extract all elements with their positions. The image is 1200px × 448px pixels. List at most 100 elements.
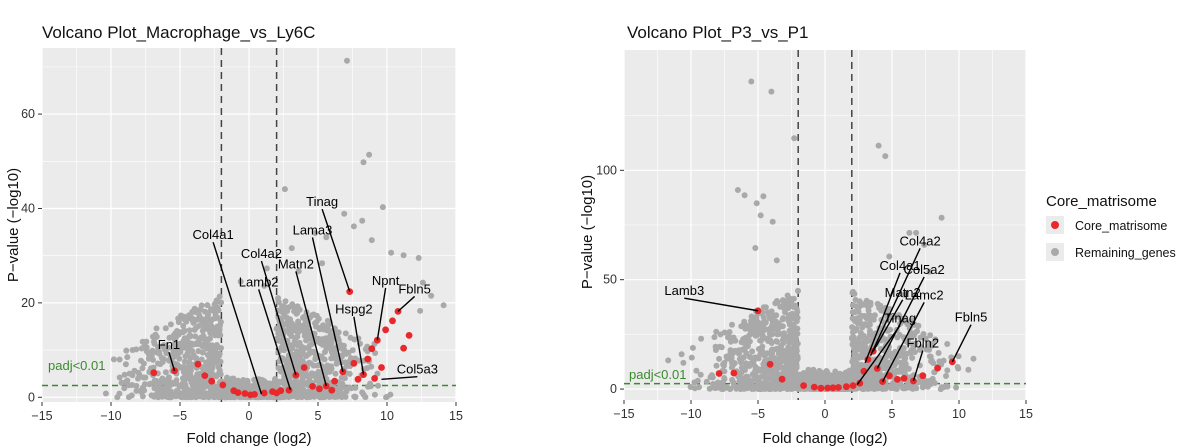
remaining-point (142, 339, 148, 346)
core-point (824, 384, 832, 392)
remaining-point (371, 391, 378, 398)
core-point (843, 383, 850, 391)
remaining-point (313, 377, 320, 384)
remaining-point (342, 330, 349, 337)
remaining-point (293, 393, 300, 400)
remaining-point (768, 340, 775, 346)
remaining-point (943, 373, 949, 379)
remaining-point (327, 344, 334, 351)
remaining-point (944, 367, 951, 374)
remaining-point (186, 361, 193, 368)
remaining-point (213, 344, 220, 351)
remaining-point (762, 370, 769, 376)
remaining-point (940, 384, 947, 391)
remaining-point (703, 378, 710, 385)
remaining-point (162, 369, 169, 376)
core-point (885, 372, 893, 380)
remaining-point (196, 312, 203, 319)
core-point (219, 381, 227, 389)
remaining-point (793, 318, 800, 325)
remaining-point (760, 304, 767, 311)
remaining-point (150, 356, 156, 363)
remaining-point (742, 322, 749, 328)
remaining-point (759, 383, 766, 390)
remaining-point (173, 388, 180, 394)
remaining-point (151, 393, 158, 400)
remaining-point (323, 234, 330, 241)
remaining-point (359, 389, 366, 396)
remaining-point (170, 392, 177, 399)
remaining-point (926, 342, 933, 348)
remaining-point (790, 303, 797, 310)
remaining-point (428, 292, 435, 299)
remaining-point (784, 292, 791, 299)
remaining-point (366, 151, 373, 158)
remaining-point (773, 384, 780, 391)
remaining-point (904, 321, 911, 328)
remaining-point (767, 386, 774, 392)
core-point (778, 375, 786, 383)
remaining-point (160, 342, 167, 349)
remaining-point (342, 359, 349, 366)
remaining-point (333, 360, 340, 367)
remaining-point (216, 367, 223, 374)
core-point (373, 336, 381, 344)
core-point (346, 288, 354, 295)
remaining-point (352, 393, 359, 400)
remaining-point (310, 311, 317, 318)
remaining-point (862, 321, 869, 327)
remaining-point (346, 384, 353, 391)
remaining-point (295, 268, 302, 275)
remaining-point (696, 384, 702, 391)
core-point (150, 369, 158, 377)
remaining-point (729, 321, 735, 328)
gene-label: Matn2 (885, 285, 921, 300)
gene-label: Lama3 (293, 222, 333, 237)
remaining-point (305, 344, 312, 351)
remaining-point (324, 317, 331, 324)
gene-label: Npnt (372, 273, 400, 288)
remaining-point (774, 338, 780, 345)
core-point (849, 382, 857, 389)
core-point (328, 386, 336, 394)
remaining-point (334, 334, 341, 341)
remaining-point (176, 329, 183, 336)
remaining-point (187, 332, 194, 339)
remaining-point (138, 389, 145, 396)
core-point (894, 376, 901, 383)
remaining-point (212, 332, 218, 339)
label-leader-line (295, 271, 327, 387)
remaining-point (297, 327, 304, 334)
remaining-point (927, 332, 934, 339)
remaining-point (151, 385, 158, 392)
core-point (354, 375, 362, 383)
label-leader-line (257, 289, 292, 390)
remaining-point (263, 265, 270, 272)
remaining-point (165, 374, 172, 381)
label-leader-line (381, 375, 418, 381)
remaining-point (915, 322, 922, 329)
core-point (900, 374, 908, 382)
remaining-point (710, 381, 716, 387)
remaining-point (944, 341, 951, 347)
remaining-point (970, 355, 977, 362)
x-tick-label: −5 (173, 409, 187, 423)
remaining-point (114, 394, 121, 401)
core-point (260, 389, 268, 397)
remaining-point (133, 382, 140, 389)
remaining-point (780, 332, 787, 339)
remaining-point (778, 342, 784, 349)
remaining-point (854, 319, 861, 326)
remaining-point (923, 346, 930, 353)
x-axis-title: Fold change (log2) (186, 430, 311, 447)
remaining-point (315, 315, 322, 322)
core-point (810, 383, 818, 391)
remaining-point (367, 380, 374, 387)
remaining-point (965, 366, 972, 373)
remaining-point (209, 361, 216, 368)
remaining-point (697, 371, 704, 378)
remaining-point (291, 338, 298, 344)
core-point (835, 384, 842, 391)
remaining-point (175, 363, 182, 370)
